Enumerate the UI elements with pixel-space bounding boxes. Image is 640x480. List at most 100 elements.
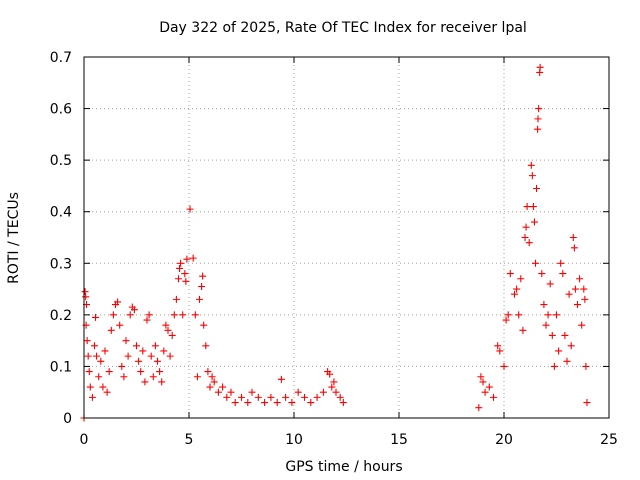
data-point: [199, 273, 206, 280]
data-point: [566, 291, 573, 298]
data-point: [549, 332, 556, 339]
data-point: [545, 311, 552, 318]
data-point: [555, 347, 562, 354]
data-point: [274, 399, 281, 406]
data-point: [528, 162, 535, 169]
x-tick-label: 0: [80, 432, 89, 448]
data-point: [167, 353, 174, 360]
data-point: [175, 275, 182, 282]
data-point: [194, 373, 201, 380]
data-point: [572, 286, 579, 293]
data-point: [85, 353, 92, 360]
data-point: [171, 311, 178, 318]
x-tick-label: 10: [285, 432, 303, 448]
data-point: [337, 394, 344, 401]
data-point: [192, 311, 199, 318]
data-point: [582, 363, 589, 370]
data-point: [92, 314, 99, 321]
data-point: [202, 342, 209, 349]
data-point: [223, 394, 230, 401]
data-point: [333, 389, 340, 396]
data-point: [173, 296, 180, 303]
y-tick-label: 0.7: [50, 50, 72, 66]
data-point: [116, 322, 123, 329]
data-point: [570, 234, 577, 241]
data-point: [501, 363, 508, 370]
data-point: [190, 255, 197, 262]
data-point: [490, 394, 497, 401]
data-point: [99, 384, 106, 391]
data-point: [578, 322, 585, 329]
y-tick-label: 0.2: [50, 308, 72, 324]
data-point: [261, 399, 268, 406]
x-tick-label: 5: [185, 432, 194, 448]
data-point: [574, 301, 581, 308]
data-point: [282, 394, 289, 401]
data-point: [529, 172, 536, 179]
data-point: [102, 347, 109, 354]
data-point: [581, 296, 588, 303]
data-point: [154, 358, 161, 365]
data-point: [215, 389, 222, 396]
data-point: [91, 342, 98, 349]
data-point: [87, 384, 94, 391]
chart-title: Day 322 of 2025, Rate Of TEC Index for r…: [159, 20, 527, 36]
data-point: [307, 399, 314, 406]
data-point: [517, 275, 524, 282]
x-tick-label: 15: [390, 432, 408, 448]
data-point: [97, 358, 104, 365]
data-point: [196, 296, 203, 303]
y-tick-label: 0.4: [50, 205, 72, 221]
y-tick-label: 0.1: [50, 359, 72, 375]
data-point: [158, 378, 165, 385]
data-point: [576, 275, 583, 282]
data-point: [127, 311, 134, 318]
data-point: [515, 311, 522, 318]
y-tick-label: 0: [63, 411, 72, 427]
data-point: [564, 358, 571, 365]
data-point: [133, 342, 140, 349]
data-point: [534, 126, 541, 133]
data-point: [86, 368, 93, 375]
y-axis-label: ROTI / TECUs: [6, 192, 22, 284]
data-point: [82, 288, 89, 295]
data-point: [84, 337, 91, 344]
data-point: [148, 353, 155, 360]
data-point: [110, 311, 117, 318]
data-point: [238, 394, 245, 401]
data-point: [543, 322, 550, 329]
x-tick-label: 20: [495, 432, 513, 448]
data-point: [522, 234, 529, 241]
data-point: [523, 224, 530, 231]
data-point: [207, 384, 214, 391]
data-point: [301, 394, 308, 401]
data-point: [104, 389, 111, 396]
y-tick-label: 0.3: [50, 256, 72, 272]
data-point: [95, 373, 102, 380]
data-point: [244, 399, 251, 406]
data-point: [267, 394, 274, 401]
data-point: [137, 368, 144, 375]
data-point: [156, 368, 163, 375]
data-point: [320, 389, 327, 396]
data-point: [538, 270, 545, 277]
data-point: [120, 373, 127, 380]
data-point: [255, 394, 262, 401]
data-point: [561, 332, 568, 339]
data-point: [475, 404, 482, 411]
data-point: [531, 219, 538, 226]
data-point: [152, 342, 159, 349]
data-point: [288, 399, 295, 406]
data-point: [135, 358, 142, 365]
data-point: [181, 270, 188, 277]
data-point: [540, 301, 547, 308]
data-point: [486, 384, 493, 391]
data-point: [169, 332, 176, 339]
data-point: [340, 399, 347, 406]
data-point: [204, 368, 211, 375]
data-point: [160, 347, 167, 354]
data-point: [551, 363, 558, 370]
data-point: [123, 337, 130, 344]
